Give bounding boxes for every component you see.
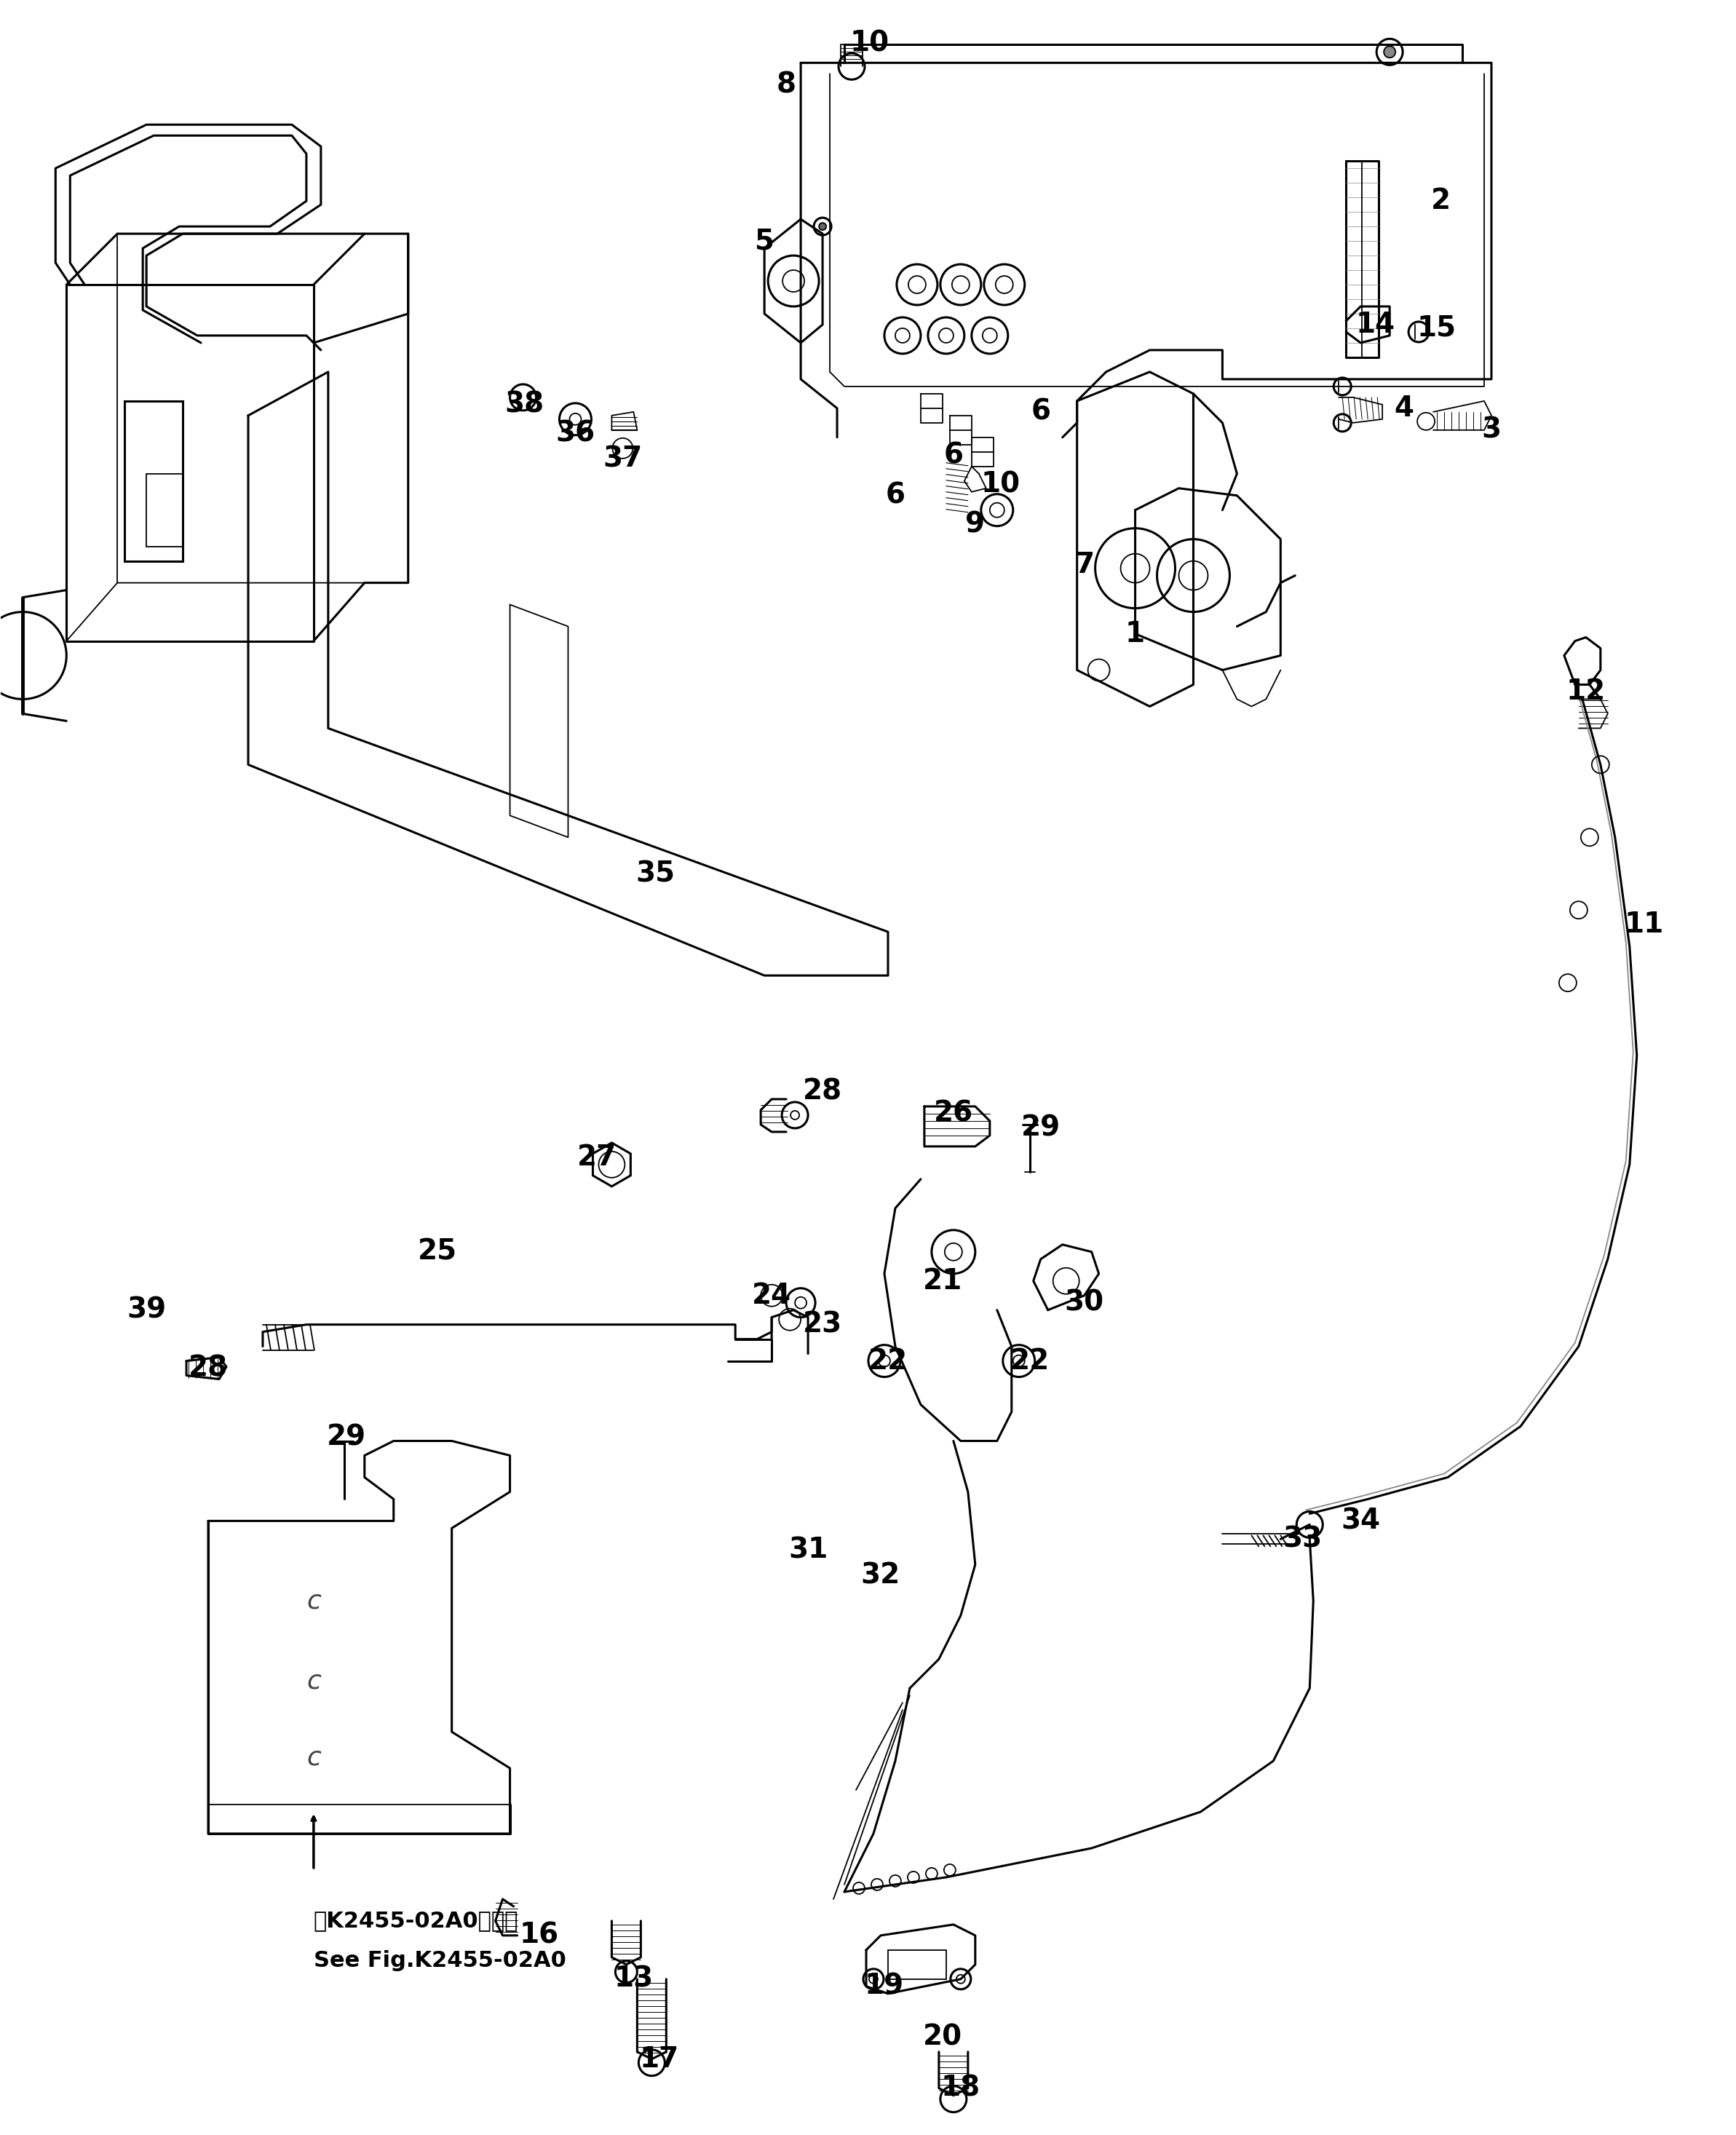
Text: 33: 33 [1283, 1524, 1323, 1552]
Text: 8: 8 [776, 70, 797, 98]
Text: See Fig.K2455-02A0: See Fig.K2455-02A0 [314, 1951, 566, 1971]
Text: c: c [306, 1588, 321, 1614]
Text: 12: 12 [1566, 679, 1606, 707]
Text: 38: 38 [505, 391, 543, 418]
Text: 11: 11 [1625, 912, 1663, 939]
Text: 35: 35 [635, 860, 675, 888]
Text: 36: 36 [556, 421, 595, 448]
Text: 16: 16 [519, 1922, 559, 1949]
Text: 14: 14 [1356, 312, 1394, 339]
Text: 22: 22 [868, 1347, 908, 1375]
Text: 13: 13 [615, 1964, 653, 1992]
Text: 30: 30 [1064, 1290, 1104, 1317]
Text: 37: 37 [602, 446, 642, 474]
Text: 6: 6 [885, 483, 904, 510]
Text: 19: 19 [865, 1973, 904, 2000]
Text: 第K2455-02A0図参照: 第K2455-02A0図参照 [314, 1911, 519, 1932]
Text: 10: 10 [851, 30, 889, 58]
Text: 39: 39 [127, 1296, 167, 1324]
Text: 28: 28 [802, 1078, 842, 1106]
Text: 10: 10 [981, 472, 1021, 497]
Text: 29: 29 [1021, 1114, 1061, 1142]
Text: 2: 2 [1430, 188, 1450, 216]
Text: 27: 27 [578, 1144, 616, 1172]
Text: 6: 6 [1031, 397, 1050, 425]
Text: 9: 9 [965, 510, 984, 538]
Text: 26: 26 [934, 1100, 974, 1127]
Text: 31: 31 [788, 1537, 828, 1563]
Text: 20: 20 [924, 2024, 962, 2052]
Circle shape [819, 222, 826, 231]
Text: 4: 4 [1394, 395, 1415, 423]
Text: 1: 1 [1125, 619, 1146, 647]
Bar [146, 474, 182, 547]
Text: 22: 22 [1010, 1347, 1050, 1375]
Text: 24: 24 [752, 1281, 792, 1309]
Circle shape [1384, 47, 1396, 58]
Text: 23: 23 [802, 1311, 842, 1339]
Text: 15: 15 [1417, 314, 1457, 342]
Bar [889, 1949, 946, 1979]
Text: c: c [306, 1670, 321, 1693]
Text: 32: 32 [861, 1561, 901, 1588]
Text: 18: 18 [941, 2075, 981, 2103]
Text: 21: 21 [924, 1266, 962, 1294]
Text: 29: 29 [326, 1424, 366, 1452]
Text: 5: 5 [755, 226, 774, 254]
Text: c: c [306, 1744, 321, 1770]
Text: 28: 28 [189, 1354, 227, 1381]
Text: 25: 25 [418, 1238, 457, 1266]
Text: 3: 3 [1481, 416, 1502, 444]
Text: 7: 7 [1075, 551, 1094, 579]
Text: 6: 6 [944, 442, 963, 470]
Bar [125, 401, 182, 562]
Text: 17: 17 [639, 2045, 679, 2073]
Text: 34: 34 [1340, 1507, 1380, 1535]
